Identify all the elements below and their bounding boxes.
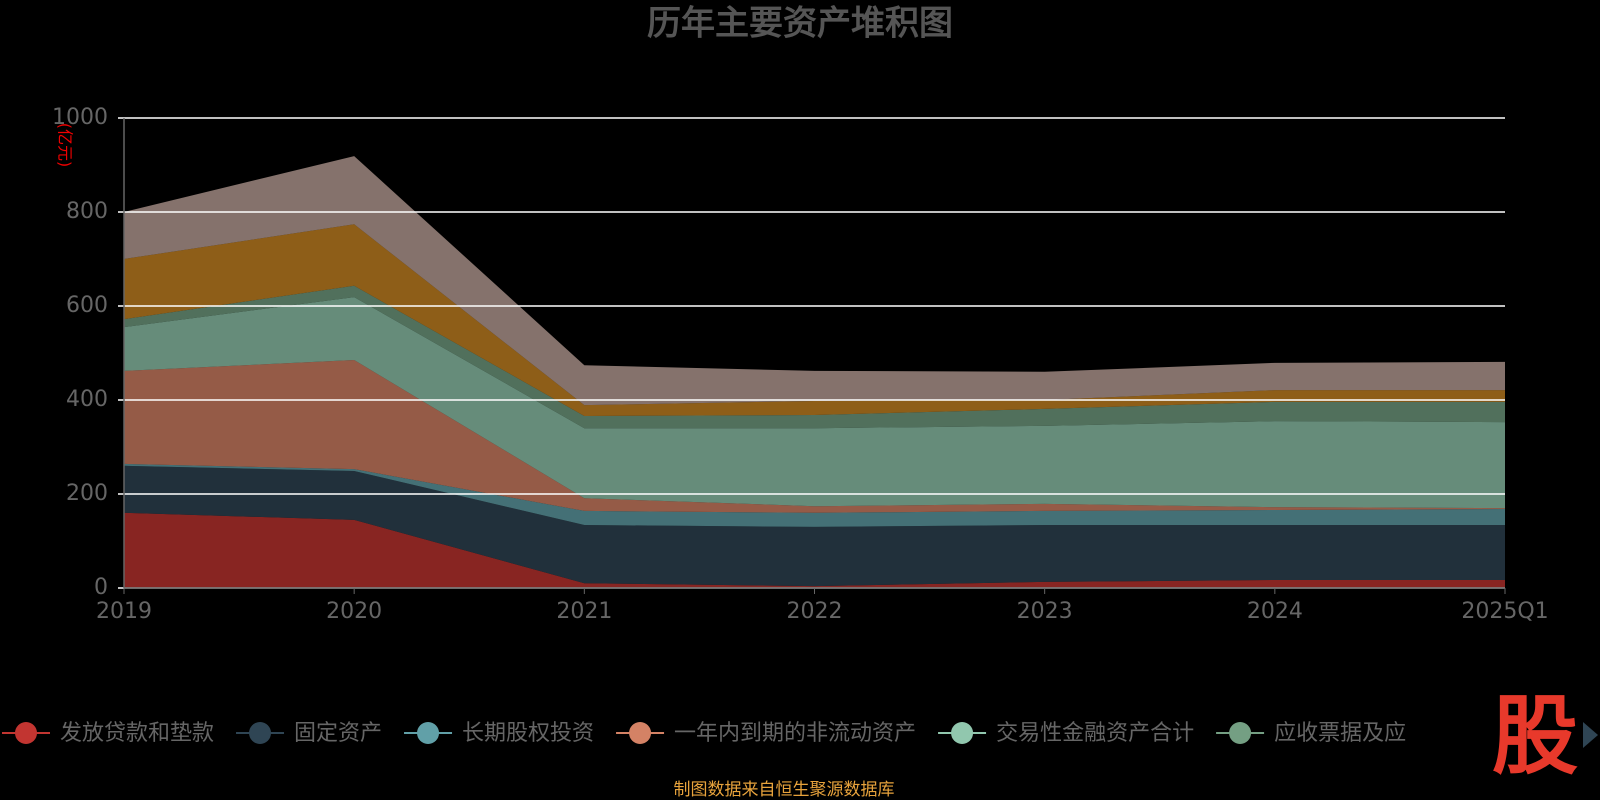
source-note: 制图数据来自恒生聚源数据库 [674, 780, 895, 800]
x-tick-label: 2022 [787, 599, 843, 624]
area [124, 156, 1505, 406]
legend-marker [249, 722, 272, 744]
area [124, 512, 1505, 588]
y-tick-label: 0 [94, 575, 108, 600]
chart-title: 历年主要资产堆积图 [647, 4, 953, 44]
x-tick-label: 2021 [556, 599, 612, 624]
legend-label: 发放贷款和垫款 [60, 721, 214, 746]
legend-label: 应收票据及应 [1274, 721, 1406, 746]
area [124, 285, 1505, 429]
area [124, 224, 1505, 416]
x-tick-label: 2020 [326, 599, 382, 624]
area [124, 463, 1505, 527]
legend-marker [15, 722, 37, 744]
x-tick-label: 2024 [1247, 599, 1303, 624]
x-tick-label: 2025Q1 [1461, 599, 1548, 624]
y-tick-label: 600 [66, 293, 108, 318]
legend-marker [417, 722, 440, 744]
legend-label: 固定资产 [294, 721, 382, 746]
x-tick-label: 2019 [96, 599, 152, 624]
y-tick-label: 1000 [52, 105, 108, 130]
legend: 发放贷款和垫款 固定资产 长期股权投资 一年内到期的非流动资产 交易性金融资产合计 应收票… [2, 721, 1406, 746]
y-axis-label: (亿元) [56, 123, 75, 168]
y-tick-label: 200 [66, 481, 108, 506]
logo: 股 [1492, 686, 1578, 786]
legend-marker [1229, 722, 1252, 744]
area [124, 360, 1505, 513]
y-tick-label: 400 [66, 387, 108, 412]
legend-scroll-arrow [1583, 722, 1598, 748]
area [124, 297, 1505, 509]
legend-marker [629, 722, 652, 744]
legend-marker [951, 722, 974, 744]
y-tick-label: 800 [66, 199, 108, 224]
area [124, 465, 1505, 587]
legend-label: 长期股权投资 [462, 721, 594, 746]
legend-label: 一年内到期的非流动资产 [674, 721, 916, 746]
legend-label: 交易性金融资产合计 [996, 721, 1194, 746]
x-tick-label: 2023 [1017, 599, 1073, 624]
